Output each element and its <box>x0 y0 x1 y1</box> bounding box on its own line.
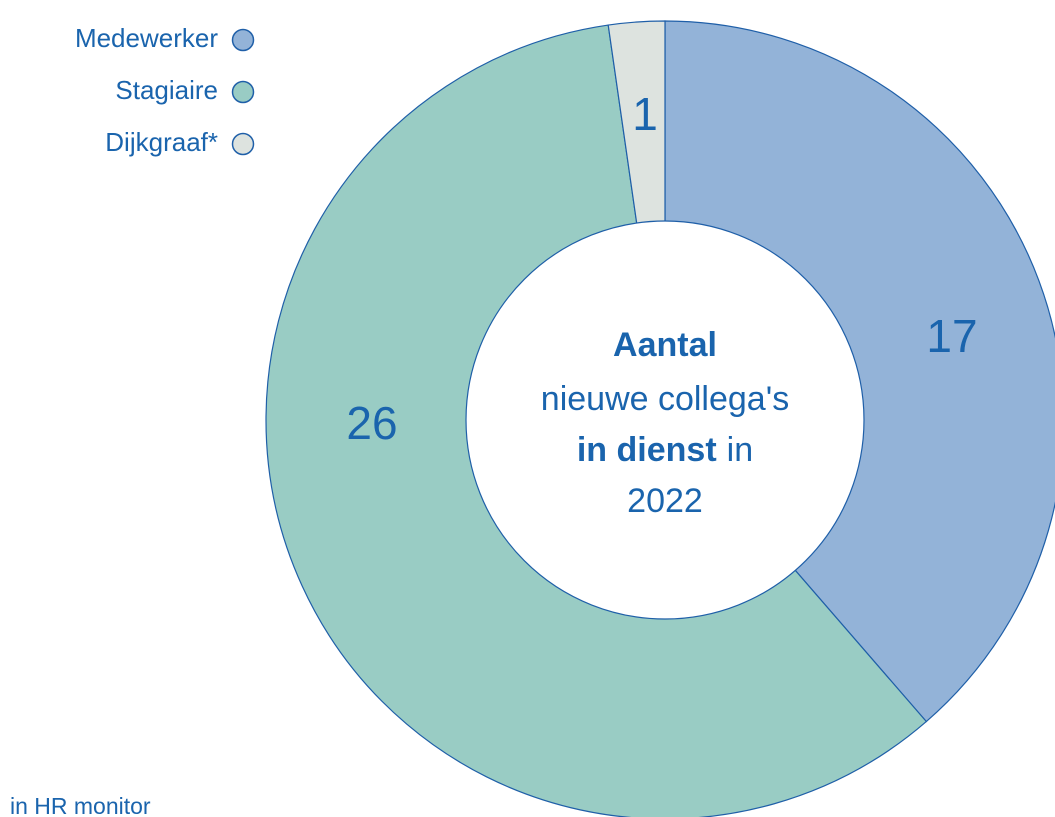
slice <box>664 20 1055 723</box>
center-text: in <box>727 431 753 469</box>
center-text: nieuwe collega's <box>541 380 789 418</box>
data-label: 1 <box>632 88 658 140</box>
donut-hole <box>465 220 865 620</box>
legend-marker <box>231 28 255 52</box>
center-title: Aantal <box>613 326 717 364</box>
data-label: 26 <box>346 397 397 449</box>
legend-marker <box>231 80 255 104</box>
footnote: in HR monitor <box>10 793 151 817</box>
center-text: in dienst in <box>577 431 753 469</box>
data-label: 17 <box>926 310 977 362</box>
center-year: 2022 <box>627 482 703 520</box>
center-bold: in dienst <box>577 431 717 469</box>
legend-marker <box>231 132 255 156</box>
legend-label: Medewerker <box>75 23 218 53</box>
legend-label: Stagiaire <box>115 75 218 105</box>
legend-label: Dijkgraaf* <box>105 127 218 157</box>
